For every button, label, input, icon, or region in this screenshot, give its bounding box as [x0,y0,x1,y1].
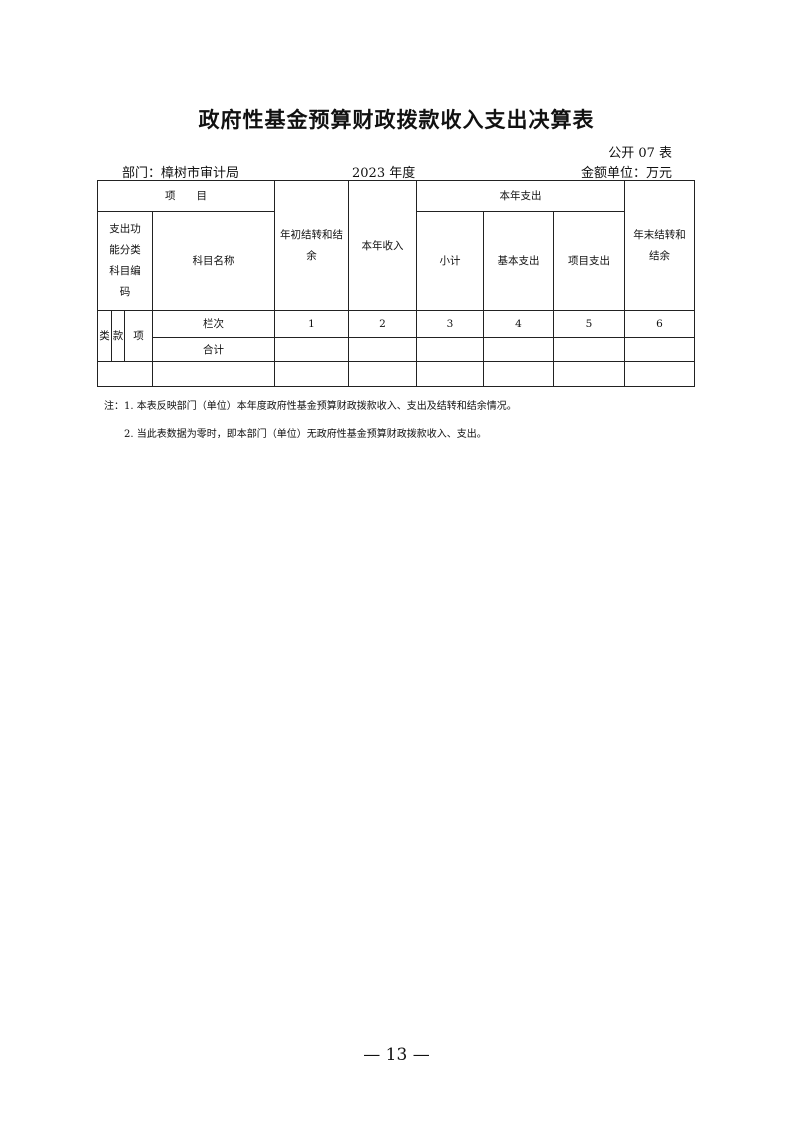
amount-unit: 金额单位：万元 [580,166,672,181]
header-project: 项目支出 [553,211,625,311]
cell [152,361,275,387]
column-index-label: 栏次 [152,310,275,338]
table-row [97,361,765,387]
total-row: 合计 [98,337,765,362]
table-code: 公开 07 表 [608,146,672,161]
cell [348,361,417,387]
column-number: 6 [624,310,695,338]
cell [274,361,349,387]
cell [624,361,695,387]
column-number: 4 [483,310,554,338]
cell [483,337,554,362]
label-lei: 类 [97,310,112,362]
fiscal-year: 2023 年度 [352,166,416,181]
header-begin-balance: 年初结转和结余 [274,180,349,311]
cell [483,361,554,387]
header-basic: 基本支出 [483,211,554,311]
cell [624,337,695,362]
cell [416,361,484,387]
note-1: 注：1. 本表反映部门（单位）本年度政府性基金预算财政拨款收入、支出及结转和结余… [104,401,517,412]
header-expense: 本年支出 [416,180,625,212]
budget-table: 项 目 年初结转和结余 本年收入 本年支出 年末结转和结余 支出功能分类科目编码… [97,180,765,387]
cell [274,337,349,362]
page-number: — 13 — [363,1045,430,1065]
total-label: 合计 [152,337,275,362]
cell [553,337,625,362]
column-number: 5 [553,310,625,338]
label-xiang: 项 [124,310,153,362]
cell [97,361,153,387]
header-end-balance: 年末结转和结余 [624,180,695,311]
page-title: 政府性基金预算财政拨款收入支出决算表 [198,108,595,132]
note-2: 2. 当此表数据为零时，即本部门（单位）无政府性基金预算财政拨款收入、支出。 [124,429,487,440]
column-number: 3 [416,310,484,338]
cell [553,361,625,387]
cell [348,337,417,362]
column-number: 1 [274,310,349,338]
notes: 注：1. 本表反映部门（单位）本年度政府性基金预算财政拨款收入、支出及结转和结余… [104,393,517,449]
label-kuan: 款 [111,310,125,362]
cell [416,337,484,362]
header-subject-name: 科目名称 [152,211,275,311]
column-number: 2 [348,310,417,338]
header-func-code: 支出功能分类科目编码 [97,211,153,311]
header-subtotal: 小计 [416,211,484,311]
header-item: 项 目 [97,180,275,212]
department: 部门：樟树市审计局 [122,166,240,181]
header-income: 本年收入 [348,180,417,311]
